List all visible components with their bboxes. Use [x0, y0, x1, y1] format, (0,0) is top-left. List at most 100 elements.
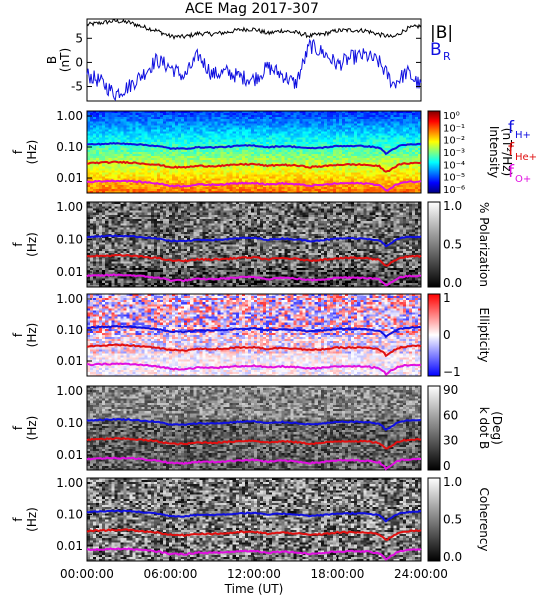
spectrogram-image: [87, 386, 421, 470]
colorbar-tick-label: 10⁰: [443, 111, 460, 122]
f-ytick-label: 0.01: [56, 354, 83, 368]
f-ytick-label: 0.10: [56, 323, 83, 337]
intensity-panel: 1.000.100.01f(Hz)10⁰10⁻¹10⁻²10⁻³10⁻⁴10⁻⁵…: [11, 109, 537, 196]
f-ytick-label: 1.00: [56, 109, 83, 123]
colorbar: [427, 385, 441, 471]
fHe-line: [86, 528, 422, 541]
f-ytick-label: 0.01: [56, 265, 83, 279]
spectrogram-image: [87, 202, 421, 287]
f-ytick-label: 0.01: [56, 171, 83, 185]
colorbar-label-line: (Deg): [490, 411, 504, 445]
x-tick-label: 24:00:00: [394, 567, 448, 581]
colorbar-label-line: Intensity: [487, 126, 501, 178]
fO-line: [86, 456, 421, 471]
f-ytick-label: 0.10: [56, 508, 83, 522]
colorbar-label: Ellipticity: [477, 308, 491, 363]
panel-frame: [86, 201, 422, 288]
k-dot-b-panel: 1.00 0.10 0.01 f(Hz) 90 60 30 0 k dot B(Deg): [11, 383, 504, 473]
b-magnitude-line: [86, 18, 422, 40]
fH-line: [86, 234, 422, 248]
spectrogram-image: [87, 294, 421, 376]
f-ytick-label: 0.10: [56, 416, 83, 430]
colorbar-tick-label: 0: [443, 328, 451, 342]
colorbar-tick-label: 10⁻⁶: [443, 185, 465, 196]
f-ytick-label: 1.00: [56, 384, 83, 398]
colorbar-label-line: Coherency: [477, 487, 491, 551]
b-ylabel-line: B: [45, 56, 59, 64]
x-tick-label: 00:00:00: [60, 567, 114, 581]
legend-gyro-sub-2: O+: [515, 174, 531, 185]
b-field-panel-frame: [86, 18, 422, 102]
f-ytick-label: 0.10: [56, 140, 83, 154]
colorbar: [427, 110, 441, 194]
legend-b-magnitude: |B|: [430, 23, 453, 43]
f-ytick-label: 0.01: [56, 448, 83, 462]
colorbar-tick-label: 90: [443, 383, 458, 397]
fH-line: [86, 324, 422, 339]
colorbar: [427, 201, 441, 288]
f-ytick-label: 1.00: [56, 476, 83, 490]
legend-b-radial: B: [430, 40, 442, 60]
f-ylabel: f(Hz): [11, 416, 39, 441]
f-ylabel-line: f: [11, 332, 25, 337]
coherency-panel: 1.00 0.10 0.01 f(Hz) 1.0 0.5 0.0 Coherency: [11, 475, 491, 564]
f-ylabel: f(Hz): [11, 507, 39, 532]
chart-title: ACE Mag 2017-307: [185, 1, 319, 17]
colorbar-tick-label: −1: [443, 365, 461, 379]
f-ylabel-line: (Hz): [25, 232, 39, 257]
colorbar-tick-label: 0: [443, 459, 451, 473]
spectrogram-image: [87, 111, 421, 193]
f-ytick-label: 0.01: [56, 539, 83, 553]
colorbar-label-line: % Polarization: [477, 202, 491, 287]
fO-line: [86, 273, 422, 287]
b-ytick-label: 0: [75, 55, 83, 69]
colorbar-tick-label: 1: [443, 291, 451, 305]
f-ylabel: f(Hz): [11, 140, 39, 165]
colorbar-label: Coherency: [477, 487, 491, 551]
legend-gyro-2: f: [508, 162, 515, 182]
b-ylabel-line: (nT): [58, 48, 72, 72]
fHe-line: [86, 253, 422, 267]
polarization-panel: 1.00 0.10 0.01 f(Hz) 1.0 0.5 0.0 % Polarization: [11, 199, 491, 290]
fH-line: [86, 142, 422, 156]
fHe-line: [86, 343, 422, 358]
fH-line: [86, 509, 422, 523]
x-tick-label: 18:00:00: [311, 567, 365, 581]
b-ytick-label: 5: [75, 31, 83, 45]
colorbar-label-line: (nT²/Hz): [500, 128, 514, 176]
f-ylabel-line: (Hz): [25, 507, 39, 532]
f-ylabel-line: f: [11, 242, 25, 247]
fO-line: [86, 362, 422, 376]
colorbar-tick-label: 1.0: [443, 475, 462, 489]
fH-line: [86, 417, 422, 432]
colorbar-tick-label: 10⁻⁴: [443, 160, 465, 171]
legend-gyro-sub-0: H+: [515, 130, 531, 141]
colorbar-tick-label: 10⁻¹: [443, 123, 465, 134]
colorbar-tick-label: 60: [443, 408, 458, 422]
f-ytick-label: 1.00: [56, 292, 83, 306]
colorbar-label-line: Ellipticity: [477, 308, 491, 363]
b-radial-line: [86, 38, 422, 102]
colorbar-tick-label: 0.5: [443, 238, 462, 252]
colorbar: [427, 293, 441, 377]
spectrogram-image: [87, 478, 421, 561]
f-ylabel-line: f: [11, 149, 25, 154]
b-ylabel: B(nT): [45, 48, 72, 72]
f-ylabel-line: f: [11, 517, 25, 522]
f-ylabel-line: (Hz): [25, 323, 39, 348]
colorbar-tick-label: 0.0: [443, 276, 462, 290]
colorbar-tick-label: 0.5: [443, 513, 462, 527]
colorbar-tick-label: 10⁻³: [443, 148, 465, 159]
legend-gyro-1: f: [508, 140, 515, 160]
f-ylabel: f(Hz): [11, 232, 39, 257]
colorbar-label: k dot B(Deg): [477, 407, 504, 449]
fHe-line: [86, 436, 422, 450]
colorbar-tick-label: 0.0: [443, 550, 462, 564]
f-ylabel-line: (Hz): [25, 140, 39, 165]
x-tick-label: 06:00:00: [144, 567, 198, 581]
colorbar-label: Intensity(nT²/Hz): [487, 126, 514, 178]
f-ylabel-line: f: [11, 425, 25, 430]
colorbar-label: % Polarization: [477, 202, 491, 287]
colorbar-tick-label: 1.0: [443, 199, 462, 213]
